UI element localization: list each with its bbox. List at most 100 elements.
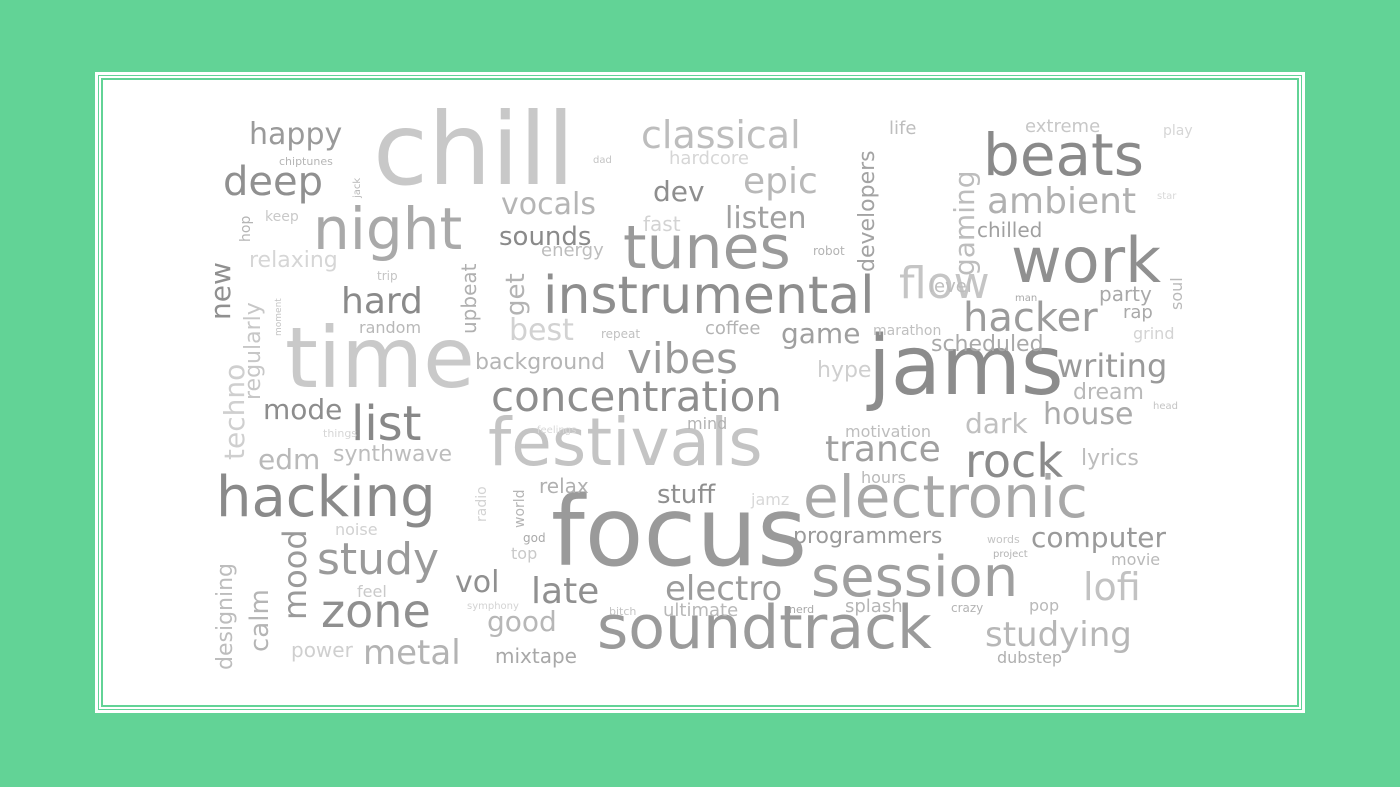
word: list	[351, 396, 422, 452]
word: hacking	[216, 465, 436, 530]
word: movie	[1111, 550, 1161, 569]
word: mode	[263, 393, 343, 426]
word: sounds	[499, 222, 592, 252]
word: work	[1011, 224, 1162, 297]
word: good	[487, 605, 557, 638]
word: electro	[665, 569, 783, 609]
word: things	[323, 427, 358, 440]
word: dad	[593, 155, 612, 166]
word: hard	[341, 281, 423, 322]
word: jack	[352, 177, 363, 198]
word: mood	[276, 529, 314, 620]
word: tunes	[623, 213, 791, 283]
word: level	[929, 276, 972, 297]
word: dark	[965, 407, 1028, 440]
word: power	[291, 638, 353, 662]
word: beats	[983, 121, 1145, 189]
word: late	[531, 571, 600, 612]
word: lyrics	[1081, 446, 1139, 471]
word: concentration	[491, 372, 782, 421]
word: fast	[643, 212, 681, 236]
word: rap	[1123, 302, 1153, 323]
word: symphony	[467, 601, 519, 612]
word: computer	[1031, 521, 1167, 554]
word-cloud-panel: chill time focus jams festivals instrume…	[101, 78, 1299, 707]
word: soul	[1167, 277, 1186, 310]
word: random	[359, 318, 422, 337]
word: world	[512, 489, 528, 528]
word: metal	[363, 633, 461, 673]
word: jams	[868, 319, 1064, 414]
word: lofi	[1083, 565, 1141, 609]
word: noise	[335, 520, 378, 539]
word: ultimate	[663, 600, 739, 621]
word: words	[987, 533, 1020, 546]
word: splash	[845, 596, 903, 617]
word: developers	[855, 150, 880, 272]
word: listen	[725, 201, 807, 236]
word: electronic	[803, 463, 1088, 531]
word: nerd	[789, 603, 815, 616]
word: best	[509, 313, 574, 348]
word: vocals	[501, 187, 596, 222]
word: soundtrack	[597, 593, 932, 663]
word: regularly	[241, 302, 266, 400]
word: coffee	[705, 318, 761, 339]
word: vibes	[627, 334, 738, 383]
word: hop	[238, 215, 254, 242]
word: edm	[258, 443, 321, 476]
word: head	[1153, 401, 1178, 412]
word: hype	[817, 358, 872, 383]
word: repeat	[601, 327, 641, 341]
word: top	[511, 544, 538, 563]
word: designing	[213, 562, 238, 670]
word: get	[501, 273, 531, 316]
word: dubstep	[997, 648, 1063, 667]
word: zone	[321, 584, 431, 638]
word: hacker	[963, 295, 1098, 341]
word: epic	[743, 161, 818, 202]
word: party	[1099, 282, 1152, 306]
word: moment	[274, 298, 284, 336]
word: happy	[249, 117, 343, 152]
word: robot	[813, 244, 845, 258]
word: energy	[541, 240, 604, 261]
word: star	[1157, 191, 1177, 202]
word: jamz	[751, 490, 790, 509]
word: project	[993, 549, 1028, 560]
word: feelings	[537, 425, 577, 436]
word: relaxing	[249, 248, 338, 273]
word: instrumental	[543, 266, 875, 326]
word: hardcore	[669, 148, 749, 169]
word: house	[1043, 397, 1134, 432]
word: chilled	[977, 218, 1043, 242]
word: flow	[899, 258, 990, 309]
word: programmers	[793, 524, 943, 549]
word: study	[317, 534, 440, 585]
word: game	[781, 317, 861, 350]
word: studying	[985, 615, 1132, 655]
word: extreme	[1025, 116, 1101, 137]
word: time	[285, 309, 475, 407]
word: festivals	[488, 404, 763, 481]
word: man	[1015, 293, 1038, 304]
word: ambient	[987, 181, 1137, 222]
word: dream	[1073, 380, 1144, 405]
word: scheduled	[931, 332, 1044, 357]
word: calm	[245, 589, 275, 652]
word: grind	[1133, 324, 1175, 343]
word: gaming	[948, 170, 981, 276]
word: focus	[551, 476, 808, 588]
word: chill	[373, 91, 575, 208]
word-cloud-frame: chill time focus jams festivals instrume…	[95, 72, 1305, 713]
word: keep	[265, 209, 299, 225]
word: mixtape	[495, 644, 577, 668]
word: rock	[965, 434, 1063, 488]
word: radio	[474, 486, 490, 522]
word: classical	[641, 113, 801, 157]
word: life	[889, 118, 917, 139]
word: stuff	[657, 480, 716, 510]
word: trance	[825, 429, 941, 470]
word: hours	[861, 468, 906, 487]
word: god	[523, 531, 546, 545]
